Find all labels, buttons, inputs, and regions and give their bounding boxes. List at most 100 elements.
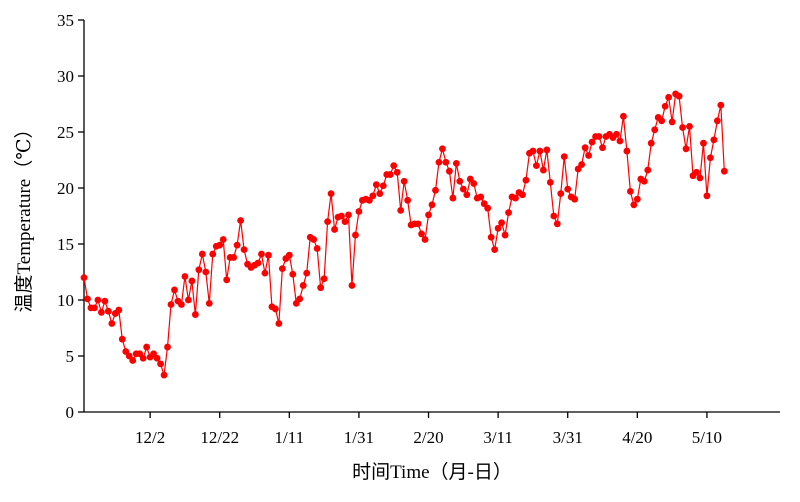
data-point [661,102,669,110]
data-point [202,268,210,276]
data-point [101,297,109,305]
data-point [505,209,512,217]
data-point [91,304,98,312]
data-point [620,112,627,120]
data-point [703,192,711,200]
data-point [700,139,707,147]
data-point [265,251,272,259]
data-point [536,147,544,155]
data-point [372,181,380,189]
data-point [310,236,318,243]
data-point [258,250,265,258]
data-point [129,357,137,364]
data-point [320,275,328,283]
data-point [254,259,262,267]
data-point [633,195,641,203]
data-point [707,154,714,162]
data-point [205,299,213,307]
data-point [710,136,718,144]
data-point [585,152,592,159]
data-point [164,343,171,351]
data-point [404,196,412,204]
data-point [720,167,728,175]
data-point [501,231,509,239]
y-tick-label: 5 [66,347,75,366]
data-point [341,218,349,226]
data-point [581,144,589,152]
y-tick-label: 25 [57,123,74,142]
data-point [369,192,377,200]
data-point [512,194,519,202]
data-point [717,101,725,109]
data-point [185,296,192,304]
y-ticks: 0 5 10 15 20 25 30 35 [57,11,84,422]
data-point [539,166,547,174]
y-tick-label: 20 [57,179,74,198]
data-point [345,211,352,219]
data-point [630,201,638,209]
data-point [397,207,405,214]
data-point [219,236,227,243]
data-point [272,305,279,313]
data-point [418,230,425,238]
series-layer [80,90,728,379]
data-point [543,146,551,154]
x-axis-title: 时间Time（月-日） [352,461,512,483]
data-point [115,306,123,314]
data-point [421,236,429,243]
data-point [560,153,568,161]
data-point [400,177,408,185]
data-point [303,269,311,277]
data-point [299,282,307,289]
data-point [546,179,554,186]
data-point [644,166,652,174]
data-point [564,185,572,193]
data-point [713,117,721,125]
data-point [529,147,537,155]
data-point [386,171,394,178]
data-point [522,176,530,184]
data-point [449,194,457,202]
data-point [477,193,485,201]
data-point [191,311,199,318]
data-point [442,158,450,166]
data-point [94,296,102,304]
data-point [104,307,112,315]
data-point [198,250,206,258]
data-point [195,266,203,274]
data-point [557,190,565,198]
data-point [338,212,345,220]
data-point [484,204,492,212]
y-tick-label: 30 [57,67,74,86]
series-line [83,92,725,376]
data-point [665,93,673,101]
data-point [379,182,387,190]
x-tick-label: 3/11 [483,428,513,447]
data-point [157,360,164,368]
data-point [428,201,436,209]
y-tick-label: 0 [66,403,75,422]
data-point [640,177,648,185]
data-point [588,138,596,146]
data-point [108,320,116,327]
data-point [355,208,363,215]
data-point [533,162,540,170]
x-tick-label: 12/22 [200,428,239,447]
data-point [171,286,178,294]
data-point [143,343,151,351]
x-tick-label: 4/20 [622,428,652,447]
data-point [178,301,185,308]
y-axis-title: 温度Temperature（℃） [13,120,35,313]
data-point [352,231,359,239]
data-point [160,371,168,379]
data-point [261,269,269,277]
data-point [491,246,499,254]
data-point [647,139,655,147]
x-tick-label: 12/2 [135,428,165,447]
x-tick-label: 2/20 [413,428,443,447]
data-point [571,195,579,203]
data-point [675,92,683,100]
data-point [456,177,464,185]
data-point [181,273,189,280]
